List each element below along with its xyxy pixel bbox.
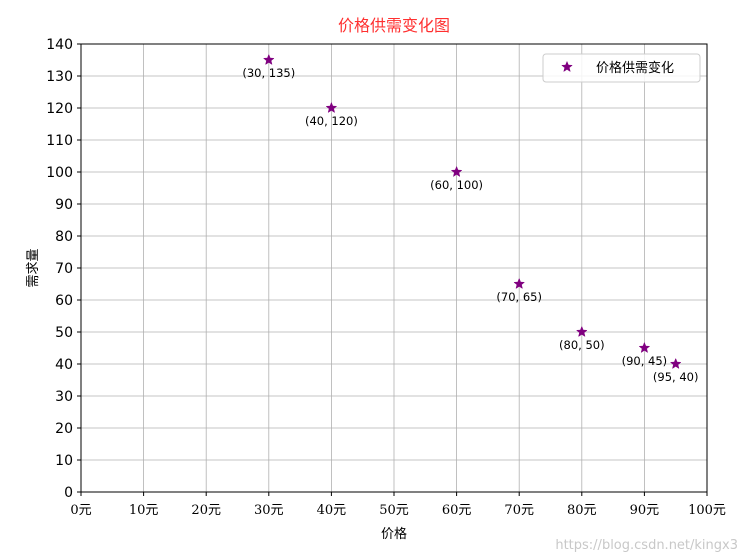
y-tick-label: 80	[55, 229, 73, 245]
y-tick-label: 0	[64, 485, 73, 501]
x-axis-label: 价格	[381, 526, 407, 542]
legend-star-marker	[561, 60, 573, 72]
chart-title: 价格供需变化图	[338, 16, 450, 35]
x-tick-label: 50元	[379, 503, 409, 518]
data-point-label: (70, 65)	[496, 290, 542, 304]
data-point-star	[669, 357, 682, 369]
legend-star-icon	[561, 60, 573, 72]
x-tick-label: 90元	[630, 503, 660, 518]
grid	[80, 43, 708, 493]
data-labels: (30, 135) (40, 120) (60, 100) (70, 65) (80, …	[242, 66, 698, 384]
y-tick-label: 120	[46, 101, 73, 117]
y-tick-label: 10	[55, 453, 73, 469]
data-point-star	[450, 165, 463, 177]
data-point-label: (90, 45)	[622, 354, 668, 368]
legend-label: 价格供需变化	[596, 60, 674, 76]
y-tick-label: 20	[55, 421, 73, 437]
data-points	[262, 53, 682, 369]
y-tick-label: 140	[46, 37, 73, 53]
data-point-star	[638, 341, 651, 353]
data-point-label: (60, 100)	[430, 178, 483, 192]
legend: 价格供需变化	[542, 53, 701, 83]
x-tick-label: 10元	[129, 503, 159, 518]
data-point-star	[262, 53, 275, 65]
y-tick-label: 60	[55, 293, 73, 309]
data-point-label: (95, 40)	[653, 370, 699, 384]
x-tick-label: 60元	[442, 503, 472, 518]
y-tick-label: 40	[55, 357, 73, 373]
x-tick-label: 30元	[254, 503, 284, 518]
y-tick-label: 50	[55, 325, 73, 341]
x-tick-label: 80元	[567, 503, 597, 518]
data-point-star	[325, 101, 338, 113]
legend-box	[542, 53, 701, 83]
data-point-label: (30, 135)	[242, 66, 295, 80]
y-tick-label: 130	[46, 69, 73, 85]
data-point-star	[513, 277, 526, 289]
y-tick-label: 30	[55, 389, 73, 405]
data-point-label: (40, 120)	[305, 114, 358, 128]
y-tick-label: 70	[55, 261, 73, 277]
x-tick-label: 20元	[191, 503, 221, 518]
data-point-label: (80, 50)	[559, 338, 605, 352]
x-tick-label: 70元	[504, 503, 534, 518]
y-axis-label: 需求量	[26, 248, 41, 287]
axes: 0元 10元 20元 30元 40元 50元 60元 70元 80元 90元 100元 0 10 20 30…	[46, 37, 726, 518]
watermark: https://blog.csdn.net/kingx3	[555, 538, 738, 553]
x-tick-label: 0元	[70, 503, 91, 518]
x-tick-label: 40元	[317, 503, 347, 518]
x-tick-label: 100元	[688, 503, 726, 518]
data-point-star	[575, 325, 588, 337]
y-tick-label: 90	[55, 197, 73, 213]
y-tick-label: 110	[46, 133, 73, 149]
y-tick-label: 100	[46, 165, 73, 181]
